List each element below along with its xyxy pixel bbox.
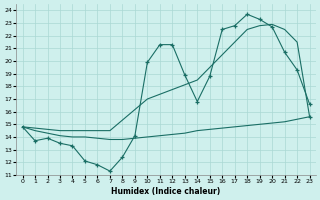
- X-axis label: Humidex (Indice chaleur): Humidex (Indice chaleur): [111, 187, 221, 196]
